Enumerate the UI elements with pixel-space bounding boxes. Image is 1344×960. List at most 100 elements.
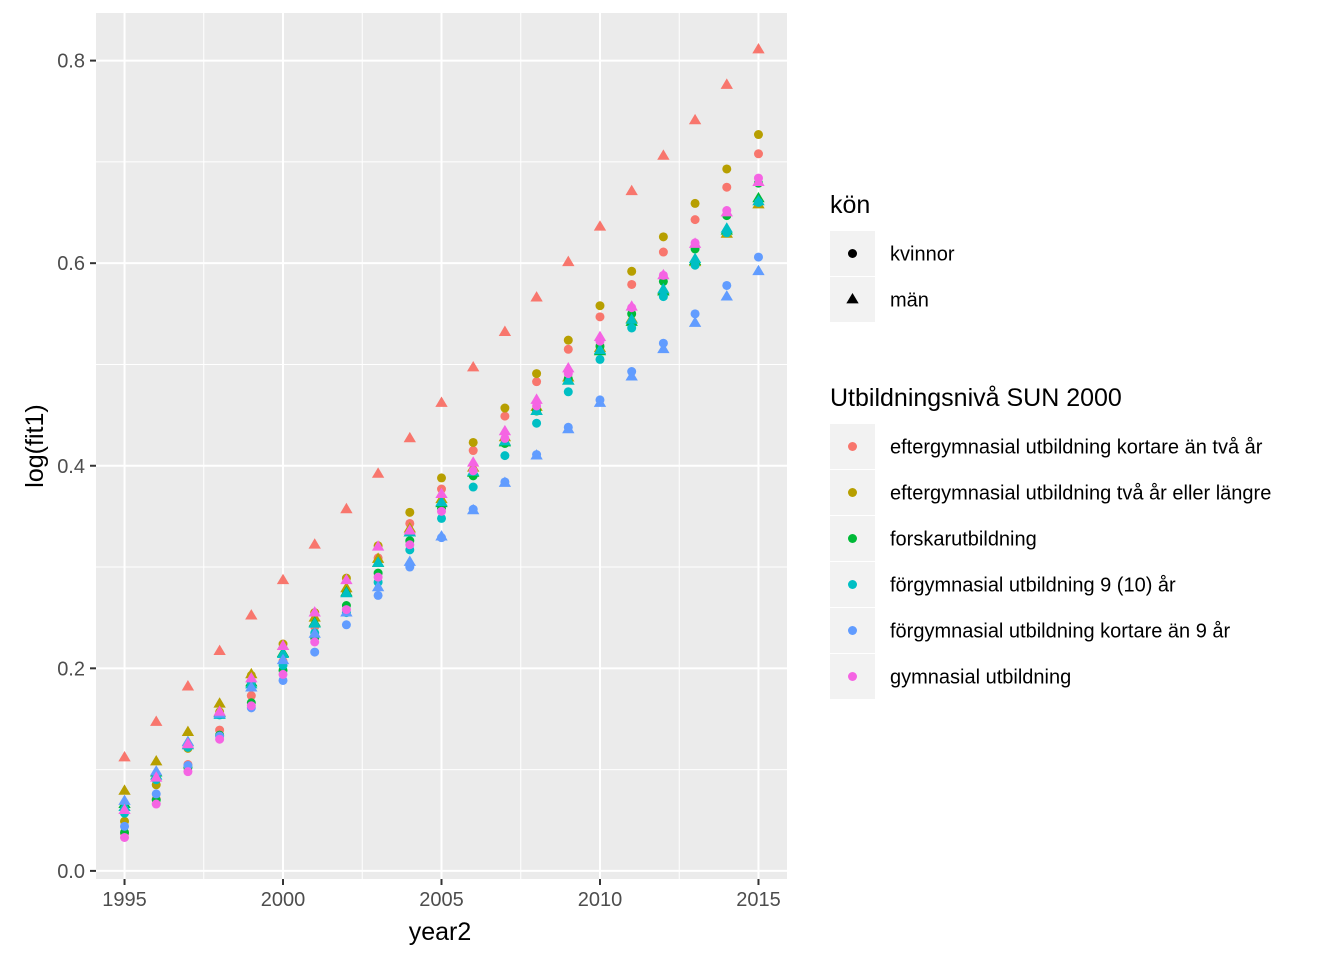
data-point-triangle — [118, 784, 131, 795]
data-point-triangle — [625, 184, 638, 196]
data-point-triangle — [340, 586, 353, 598]
data-point-circle — [500, 403, 510, 413]
data-point-circle — [753, 252, 763, 262]
x-axis-title: year2 — [409, 918, 472, 946]
grid-major — [96, 13, 787, 879]
data-point-triangle — [276, 639, 290, 650]
data-point-triangle — [213, 697, 226, 708]
data-point-triangle — [435, 495, 448, 507]
data-point-circle — [278, 669, 288, 679]
data-point-circle — [468, 482, 478, 492]
y-axis-title: log(fit1) — [21, 404, 49, 487]
data-point-triangle — [530, 291, 543, 302]
legend-label: eftergymnasial utbildning två år eller l… — [890, 483, 1271, 505]
data-point-circle — [595, 301, 605, 311]
data-point-triangle — [593, 396, 607, 407]
data-point-circle — [246, 691, 256, 701]
data-point-triangle — [688, 316, 702, 327]
data-point-triangle — [276, 653, 290, 665]
data-point-circle — [468, 437, 478, 447]
data-point-triangle — [498, 476, 512, 487]
data-point-triangle — [371, 580, 385, 592]
data-point-triangle — [688, 113, 702, 125]
data-point-triangle — [435, 396, 448, 407]
data-point-circle — [722, 164, 732, 174]
x-tick-label: 2000 — [261, 889, 306, 911]
y-axis: 0.0 0.2 0.4 0.6 0.8 — [57, 51, 96, 883]
legend-key-color — [848, 580, 857, 589]
data-point-triangle — [498, 424, 512, 436]
data-point-triangle — [308, 606, 321, 617]
data-point-triangle — [688, 237, 702, 248]
data-point-triangle — [657, 149, 670, 160]
data-point-triangle — [467, 456, 480, 467]
data-point-triangle — [181, 725, 195, 737]
data-point-triangle — [340, 573, 353, 585]
data-point-circle — [627, 266, 637, 276]
data-point-circle — [627, 323, 637, 333]
legend-education-level: Utbildningsnivå SUN 2000 eftergymnasial … — [830, 384, 1271, 699]
data-point-triangle — [308, 627, 321, 638]
x-tick-label: 2010 — [578, 889, 623, 911]
data-point-circle — [183, 767, 193, 777]
data-point-triangle — [720, 206, 733, 217]
data-point-triangle — [403, 431, 416, 443]
data-point-triangle — [213, 644, 226, 656]
data-point-circle — [500, 451, 510, 461]
data-point-triangle — [720, 290, 733, 301]
legend-label: kvinnor — [890, 244, 955, 266]
data-point-circle — [215, 734, 225, 744]
legend-key-circle — [848, 249, 857, 258]
legend-sex: kön kvinnor män — [830, 191, 955, 322]
legend-key-color — [848, 488, 857, 497]
legend-label: forskarutbildning — [890, 529, 1037, 551]
data-point-circle — [753, 149, 763, 159]
y-tick-label: 0.6 — [57, 253, 85, 275]
data-point-circle — [120, 832, 130, 842]
data-point-circle — [690, 309, 700, 319]
data-point-triangle — [150, 765, 163, 776]
legend-key-color — [848, 442, 857, 451]
data-point-triangle — [245, 681, 258, 692]
data-point-circle — [690, 198, 700, 208]
legend-label: gymnasial utbildning — [890, 667, 1071, 689]
data-point-triangle — [150, 755, 163, 766]
data-point-circle — [120, 821, 130, 831]
data-point-circle — [690, 215, 700, 225]
data-point-circle — [627, 279, 637, 289]
legend-education-title: Utbildningsnivå SUN 2000 — [830, 384, 1122, 412]
data-point-circle — [722, 182, 732, 192]
data-point-triangle — [150, 715, 163, 726]
data-point-triangle — [562, 422, 575, 434]
data-point-triangle — [308, 538, 321, 549]
data-point-circle — [310, 637, 320, 647]
data-point-triangle — [752, 175, 765, 187]
data-point-triangle — [181, 737, 195, 749]
data-point-circle — [500, 433, 510, 443]
data-point-triangle — [530, 449, 543, 460]
y-tick-label: 0.0 — [57, 861, 85, 883]
data-point-triangle — [530, 393, 543, 404]
data-point-circle — [310, 647, 320, 657]
data-point-circle — [532, 377, 542, 387]
data-point-circle — [341, 605, 351, 615]
data-point-triangle — [562, 362, 575, 373]
data-point-circle — [468, 446, 478, 456]
data-point-triangle — [720, 222, 733, 233]
legend-label: förgymnasial utbildning 9 (10) år — [890, 575, 1176, 597]
data-point-triangle — [467, 503, 480, 515]
data-point-triangle — [657, 268, 670, 280]
data-point-circle — [595, 354, 605, 364]
data-point-triangle — [752, 194, 765, 206]
legend-label: män — [890, 290, 929, 312]
data-point-triangle — [371, 556, 385, 567]
data-point-triangle — [340, 502, 353, 514]
data-point-triangle — [213, 705, 226, 716]
data-point-triangle — [752, 264, 765, 276]
x-tick-label: 2015 — [736, 889, 781, 911]
legend-key-triangle — [846, 293, 859, 304]
data-point-circle — [468, 466, 478, 476]
legend-label: förgymnasial utbildning kortare än 9 år — [890, 621, 1231, 643]
data-point-triangle — [435, 530, 448, 541]
data-point-circle — [151, 799, 161, 809]
